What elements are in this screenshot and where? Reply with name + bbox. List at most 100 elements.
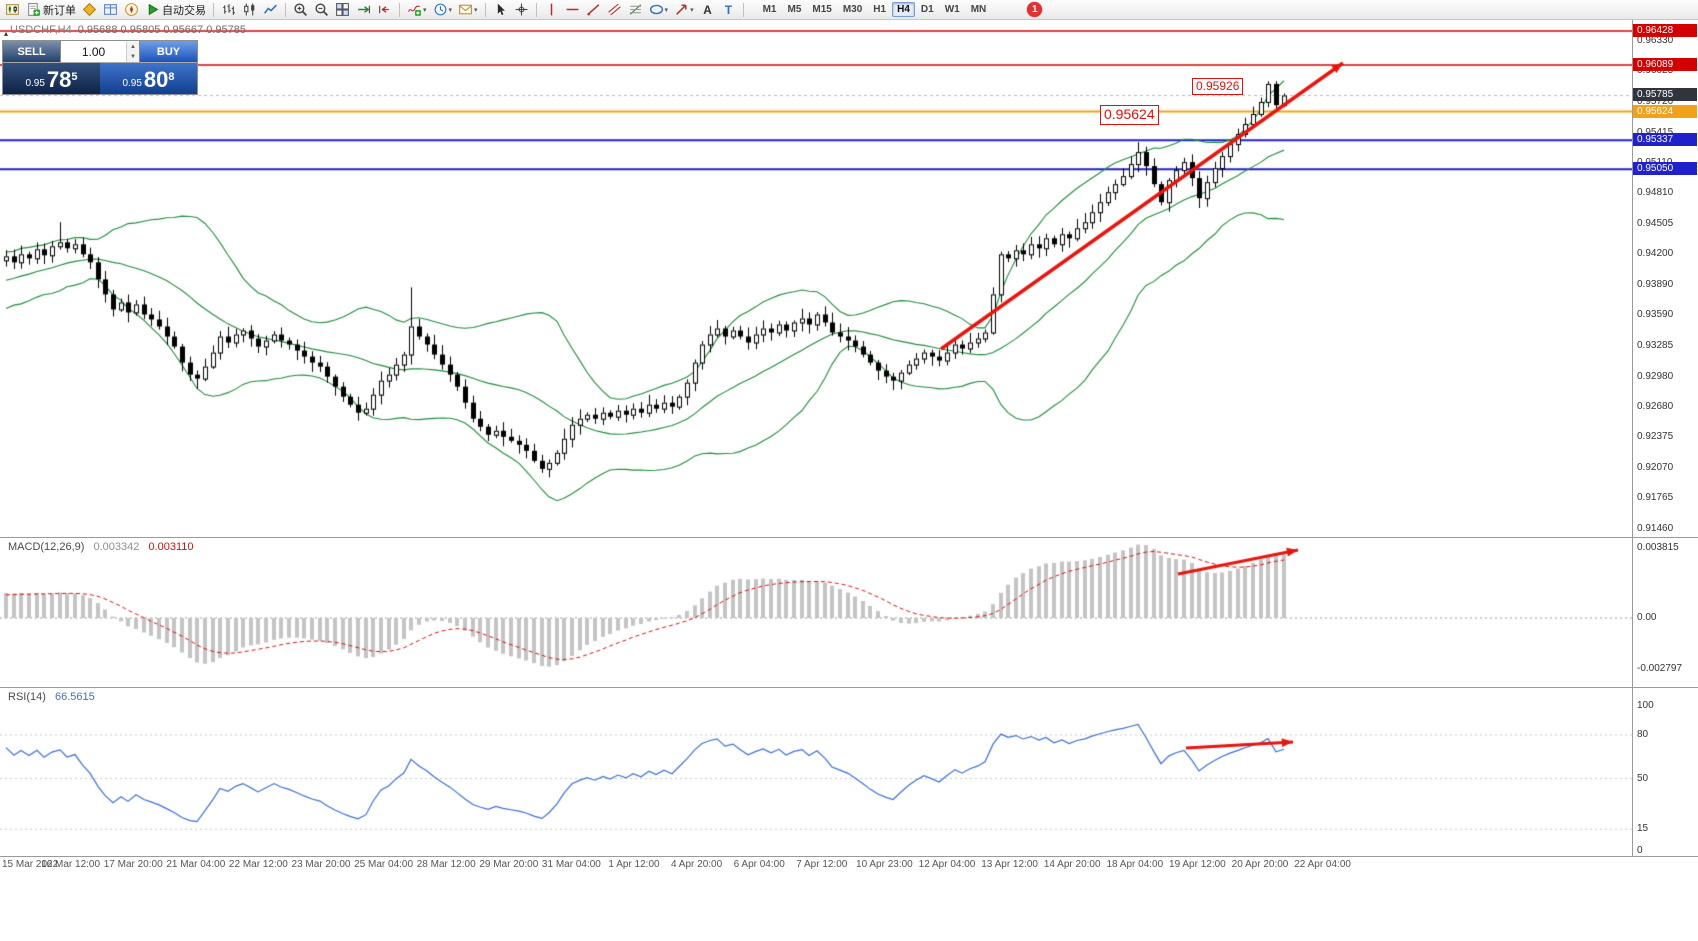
price-level-badge: 0.95050 bbox=[1633, 162, 1697, 176]
time-axis-label: 17 Mar 20:00 bbox=[103, 859, 163, 870]
toolbar-separator bbox=[742, 2, 744, 17]
price-tick-label: 0.91765 bbox=[1637, 492, 1674, 504]
buy-price-main: 80 bbox=[143, 67, 169, 92]
sell-price-main: 78 bbox=[46, 67, 72, 92]
fibonacci-button[interactable] bbox=[625, 0, 646, 20]
new-order-label: 新订单 bbox=[43, 4, 76, 17]
timeframe-h1-button[interactable]: H1 bbox=[873, 4, 887, 15]
time-axis-label: 19 Apr 12:00 bbox=[1169, 859, 1226, 870]
buy-button[interactable]: BUY bbox=[139, 41, 197, 62]
volume-decrease-button[interactable]: ▼ bbox=[127, 51, 139, 62]
horizontal-line-button[interactable] bbox=[562, 0, 583, 20]
chart-shift-button[interactable] bbox=[374, 0, 395, 20]
panel-separator[interactable] bbox=[0, 687, 1698, 688]
sell-button[interactable]: SELL bbox=[3, 41, 61, 62]
shapes-button[interactable]: ▾ bbox=[646, 0, 672, 20]
macd-signal-value: 0.003110 bbox=[148, 541, 194, 553]
new-order-button[interactable]: 新订单 bbox=[23, 0, 79, 20]
bar-chart-icon bbox=[221, 2, 236, 17]
price-axis-border bbox=[1632, 20, 1633, 856]
trendline-icon bbox=[586, 2, 601, 17]
templates-button[interactable]: ▾ bbox=[455, 0, 481, 20]
panel-separator[interactable] bbox=[0, 537, 1698, 538]
dropdown-arrow-icon: ▾ bbox=[690, 6, 694, 14]
candlestick-chart-icon bbox=[242, 2, 257, 17]
dropdown-arrow-icon: ▾ bbox=[448, 6, 453, 14]
autotrade-button[interactable]: 自动交易 bbox=[142, 0, 209, 20]
cursor-button[interactable] bbox=[490, 0, 511, 20]
rsi-indicator-label: RSI(14) 66.5615 bbox=[8, 691, 95, 703]
channel-button[interactable] bbox=[604, 0, 625, 20]
rsi-value: 66.5615 bbox=[54, 691, 95, 703]
text-label-button[interactable]: T bbox=[718, 0, 739, 20]
notification-badge[interactable]: 1 bbox=[1027, 2, 1043, 17]
timeframe-w1-button[interactable]: W1 bbox=[944, 4, 960, 15]
price-level-badge: 0.95624 bbox=[1633, 104, 1697, 118]
price-level-badge: 0.95337 bbox=[1633, 133, 1697, 147]
macd-indicator-label: MACD(12,26,9) 0.003342 0.003110 bbox=[8, 541, 194, 553]
volume-input[interactable]: 1.00 ▲ ▼ bbox=[61, 41, 139, 62]
horizontal-line-icon bbox=[565, 2, 580, 17]
chart-window-button[interactable] bbox=[2, 0, 23, 20]
periods-button[interactable]: ▾ bbox=[430, 0, 456, 20]
auto-scroll-icon bbox=[356, 2, 371, 17]
bid-price-badge: 0.95785 bbox=[1633, 88, 1697, 102]
indicators-button[interactable]: ▾ bbox=[404, 0, 430, 20]
timeframe-mn-button[interactable]: MN bbox=[970, 4, 987, 15]
auto-scroll-button[interactable] bbox=[353, 0, 374, 20]
navigator-button[interactable] bbox=[121, 0, 142, 20]
price-annotation[interactable]: 0.95624 bbox=[1100, 105, 1159, 125]
timeframe-m15-button[interactable]: M15 bbox=[812, 4, 832, 15]
vertical-line-button[interactable] bbox=[541, 0, 562, 20]
toolbar: 新订单 自动交易 ▾ ▾ ▾ ▾ ▾ A T M1 M5 M15 M30 H1 H4 D1 W1 MN 1 bbox=[0, 0, 1698, 20]
price-annotation[interactable]: 0.95926 bbox=[1192, 78, 1244, 95]
time-axis-label: 20 Apr 20:00 bbox=[1231, 859, 1289, 870]
sell-price-display[interactable]: 0.95 78 5 bbox=[3, 63, 100, 94]
volume-increase-button[interactable]: ▲ bbox=[127, 41, 139, 52]
buy-price-display[interactable]: 0.95 80 8 bbox=[100, 63, 197, 94]
sell-price-pip: 5 bbox=[71, 71, 78, 83]
price-tick-label: 0.92680 bbox=[1637, 400, 1674, 412]
main-chart-canvas[interactable] bbox=[0, 20, 1632, 537]
rsi-panel-canvas[interactable] bbox=[0, 688, 1632, 856]
timeframe-m1-button[interactable]: M1 bbox=[762, 4, 777, 15]
candlestick-chart-button[interactable] bbox=[239, 0, 260, 20]
new-order-icon bbox=[26, 2, 41, 17]
price-tick-label: 0.95720 bbox=[1637, 95, 1674, 107]
line-chart-button[interactable] bbox=[260, 0, 281, 20]
bar-chart-button[interactable] bbox=[218, 0, 239, 20]
zoom-out-icon bbox=[314, 2, 329, 17]
data-window-button[interactable] bbox=[100, 0, 121, 20]
price-tick-label: 0.93285 bbox=[1637, 340, 1674, 352]
timeframe-m30-button[interactable]: M30 bbox=[842, 4, 863, 15]
trendline-button[interactable] bbox=[583, 0, 604, 20]
rsi-axis-label: 100 bbox=[1637, 700, 1654, 711]
arrows-button[interactable]: ▾ bbox=[671, 0, 697, 20]
time-axis-label: 12 Apr 04:00 bbox=[918, 859, 976, 870]
price-tick-label: 0.96330 bbox=[1637, 34, 1674, 46]
chart-window-icon bbox=[5, 2, 20, 17]
timeframe-d1-button[interactable]: D1 bbox=[920, 4, 934, 15]
dropdown-arrow-icon: ▾ bbox=[423, 6, 427, 14]
zoom-in-button[interactable] bbox=[290, 0, 311, 20]
volume-value: 1.00 bbox=[81, 44, 106, 59]
crosshair-button[interactable] bbox=[511, 0, 532, 20]
arrows-icon bbox=[674, 2, 689, 17]
rsi-name: RSI(14) bbox=[8, 691, 46, 703]
tile-windows-button[interactable] bbox=[332, 0, 353, 20]
zoom-out-button[interactable] bbox=[311, 0, 332, 20]
market-watch-button[interactable] bbox=[79, 0, 100, 20]
timeframe-h4-button[interactable]: H4 bbox=[892, 2, 915, 17]
time-axis-label: 15 Mar 2022 bbox=[2, 859, 59, 870]
time-axis-label: 22 Mar 12:00 bbox=[228, 859, 288, 870]
rsi-axis-label: 0 bbox=[1637, 845, 1643, 856]
macd-axis-label: 0.003815 bbox=[1637, 541, 1679, 553]
text-button[interactable]: A bbox=[697, 0, 718, 20]
text-icon: A bbox=[700, 2, 715, 17]
rsi-axis-label: 15 bbox=[1637, 823, 1649, 835]
zoom-in-icon bbox=[293, 2, 308, 17]
price-level-badge: 0.96428 bbox=[1633, 24, 1697, 37]
macd-panel-canvas[interactable] bbox=[0, 538, 1632, 687]
timeframe-m5-button[interactable]: M5 bbox=[787, 4, 802, 15]
one-click-collapse-arrow[interactable]: ▴ bbox=[4, 29, 9, 38]
